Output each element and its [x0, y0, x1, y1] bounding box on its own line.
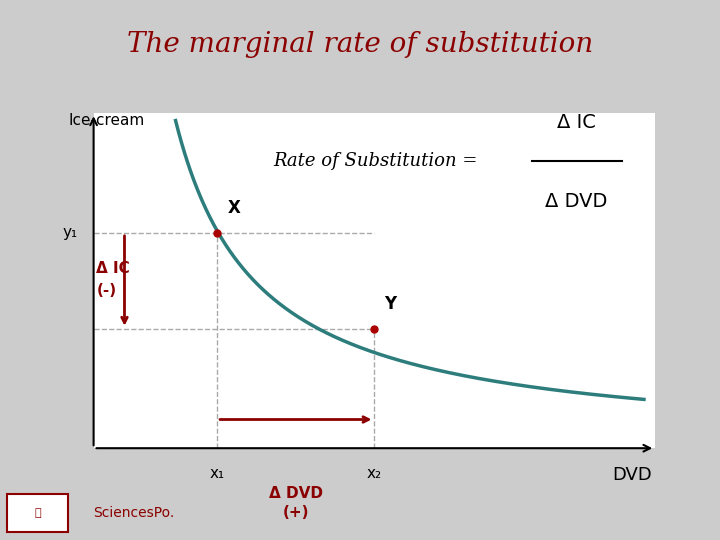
Text: Δ DVD: Δ DVD — [269, 485, 323, 501]
Text: DVD: DVD — [613, 467, 652, 484]
Text: y₁: y₁ — [63, 226, 78, 240]
Text: x₂: x₂ — [366, 467, 382, 481]
Text: X: X — [228, 199, 240, 217]
Text: Ice-cream: Ice-cream — [68, 113, 145, 129]
Text: Rate of Substitution =: Rate of Substitution = — [274, 152, 484, 170]
FancyBboxPatch shape — [7, 494, 68, 532]
Text: Δ DVD: Δ DVD — [545, 192, 608, 211]
Text: Δ IC: Δ IC — [557, 112, 596, 132]
Text: x₁: x₁ — [210, 467, 225, 481]
Text: The marginal rate of substitution: The marginal rate of substitution — [127, 31, 593, 58]
Text: 心: 心 — [35, 508, 42, 518]
Text: SciencesPo.: SciencesPo. — [94, 506, 175, 520]
Text: Δ IC: Δ IC — [96, 261, 130, 276]
Text: (-): (-) — [96, 282, 117, 298]
Text: (+): (+) — [282, 505, 309, 519]
Text: Y: Y — [384, 295, 397, 314]
